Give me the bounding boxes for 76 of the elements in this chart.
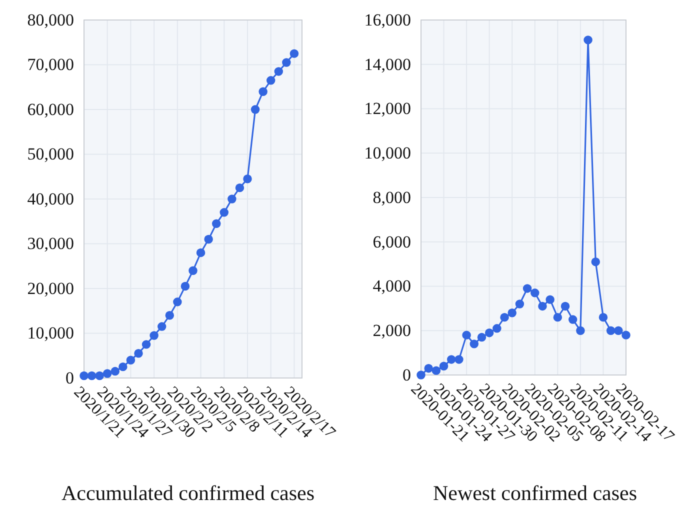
point	[220, 208, 229, 217]
point	[80, 371, 88, 380]
point	[290, 49, 299, 58]
point	[470, 340, 479, 348]
point	[250, 105, 260, 114]
text: Accumulated confirmed cases	[61, 481, 315, 505]
y-tick-label: 16,000	[364, 10, 411, 30]
point	[173, 298, 182, 306]
y-tick-label: 8,000	[372, 188, 411, 207]
point	[180, 282, 190, 291]
point	[212, 219, 221, 228]
point	[462, 330, 471, 340]
point	[553, 312, 562, 322]
y-tick-label: 10,000	[364, 144, 411, 163]
y-tick-label: 10,000	[27, 324, 74, 343]
point	[584, 36, 592, 44]
point	[546, 295, 554, 304]
point	[87, 371, 96, 380]
point	[522, 284, 532, 293]
point	[424, 364, 433, 373]
point	[576, 326, 585, 335]
point	[142, 340, 151, 349]
point	[243, 174, 252, 184]
point	[416, 370, 426, 380]
point	[126, 356, 136, 364]
y-tick-label: 40,000	[27, 189, 74, 208]
point	[515, 300, 524, 308]
y-tick-label: 14,000	[364, 54, 411, 74]
point	[95, 371, 104, 380]
point	[477, 332, 486, 342]
point	[530, 288, 540, 298]
point	[157, 322, 166, 331]
point	[560, 302, 570, 311]
point	[538, 302, 547, 311]
y-tick-label: 0	[66, 368, 74, 388]
point	[447, 355, 456, 364]
y-tick-label: 20,000	[27, 278, 74, 298]
y-tick-label: 4,000	[372, 276, 411, 296]
y-tick-label: 2,000	[372, 321, 411, 340]
point	[228, 194, 236, 204]
point	[196, 248, 206, 258]
point	[591, 257, 600, 266]
y-tick-label: 6,000	[372, 232, 411, 252]
point	[439, 362, 448, 370]
point	[568, 315, 578, 324]
y-tick-label: 60,000	[27, 100, 74, 119]
point	[102, 369, 112, 378]
y-tick-label: 80,000	[27, 10, 74, 30]
point	[484, 328, 494, 338]
point	[614, 326, 623, 335]
point	[454, 355, 464, 364]
text: Newest confirmed cases	[432, 481, 638, 505]
point	[500, 312, 509, 322]
point	[266, 76, 276, 85]
y-tick-label: 12,000	[364, 99, 411, 118]
point	[235, 183, 244, 192]
y-tick-label: 30,000	[27, 234, 74, 254]
point	[118, 362, 128, 372]
point	[598, 312, 608, 322]
point	[188, 266, 198, 275]
point	[432, 366, 441, 375]
y-tick-label: 70,000	[27, 55, 74, 74]
point	[622, 330, 630, 340]
y-tick-label: 50,000	[27, 144, 74, 164]
point	[282, 58, 291, 67]
point	[274, 67, 284, 76]
point	[492, 324, 502, 333]
point	[165, 310, 174, 320]
point	[508, 308, 516, 318]
point	[150, 331, 158, 340]
point	[110, 366, 120, 376]
point	[134, 349, 143, 358]
point	[204, 234, 213, 244]
y-tick-label: 0	[402, 365, 411, 384]
point	[258, 87, 268, 96]
point	[606, 326, 616, 335]
